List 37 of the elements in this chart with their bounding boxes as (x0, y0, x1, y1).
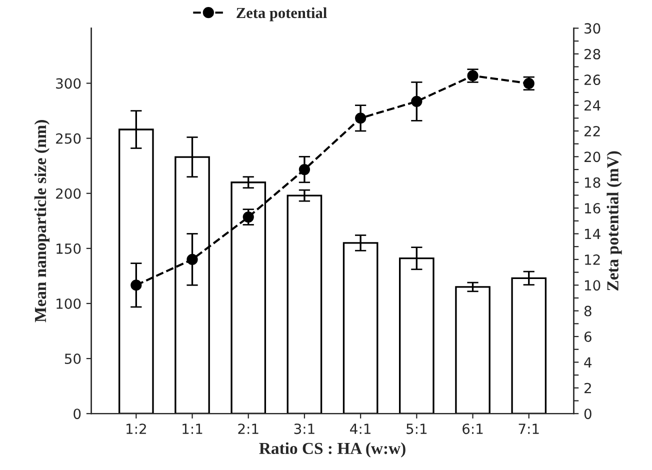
y2-tick-label: 22 (584, 126, 600, 136)
x-tick-label: 2:1 (238, 424, 258, 434)
y-tick-label: 100 (56, 298, 81, 309)
y-tick-label: 250 (56, 133, 81, 144)
y2-tick-label: 8 (584, 306, 592, 316)
y2-tick-label: 30 (584, 23, 600, 34)
y2-tick-label: 20 (584, 152, 600, 162)
x-axis-title: Ratio CS : HA (w:w) (259, 442, 406, 458)
y-tick-label: 50 (64, 354, 81, 364)
legend-label: Zeta potential (236, 7, 327, 22)
bar (286, 194, 322, 414)
x-tick-label: 3:1 (294, 424, 314, 434)
x-tick-label: 7:1 (518, 424, 539, 434)
y2-tick-label: 26 (584, 74, 600, 86)
y2-tick-label: 10 (585, 280, 600, 291)
y2-tick-label: 0 (584, 408, 592, 420)
bar (455, 286, 490, 414)
y2-tick-label: 6 (584, 331, 592, 342)
y-tick-label: 200 (56, 188, 81, 199)
y2-tick-label: 4 (584, 357, 592, 368)
x-tick-label: 1:1 (182, 424, 202, 434)
y2-axis-title: Zeta potential (mV) (606, 151, 622, 290)
y2-tick-label: 24 (584, 100, 600, 111)
x-tick-label: 6:1 (462, 424, 483, 434)
y-axis-title: Mean nanoparticle size (nm) (34, 120, 50, 322)
y2-tick-label: 2 (584, 382, 591, 394)
y-tick-label: 300 (56, 78, 81, 89)
x-tick-label: 1:2 (126, 424, 146, 434)
y2-tick-label: 16 (585, 203, 600, 214)
x-tick-label: 5:1 (406, 424, 427, 434)
y2-tick-label: 28 (584, 48, 600, 60)
y-tick-label: 0 (74, 408, 81, 420)
y2-tick-label: 12 (585, 254, 600, 265)
y2-tick-label: 18 (585, 177, 600, 188)
x-tick-label: 4:1 (350, 424, 370, 434)
y2-tick-label: 14 (585, 228, 600, 240)
y-tick-label: 150 (56, 243, 81, 254)
